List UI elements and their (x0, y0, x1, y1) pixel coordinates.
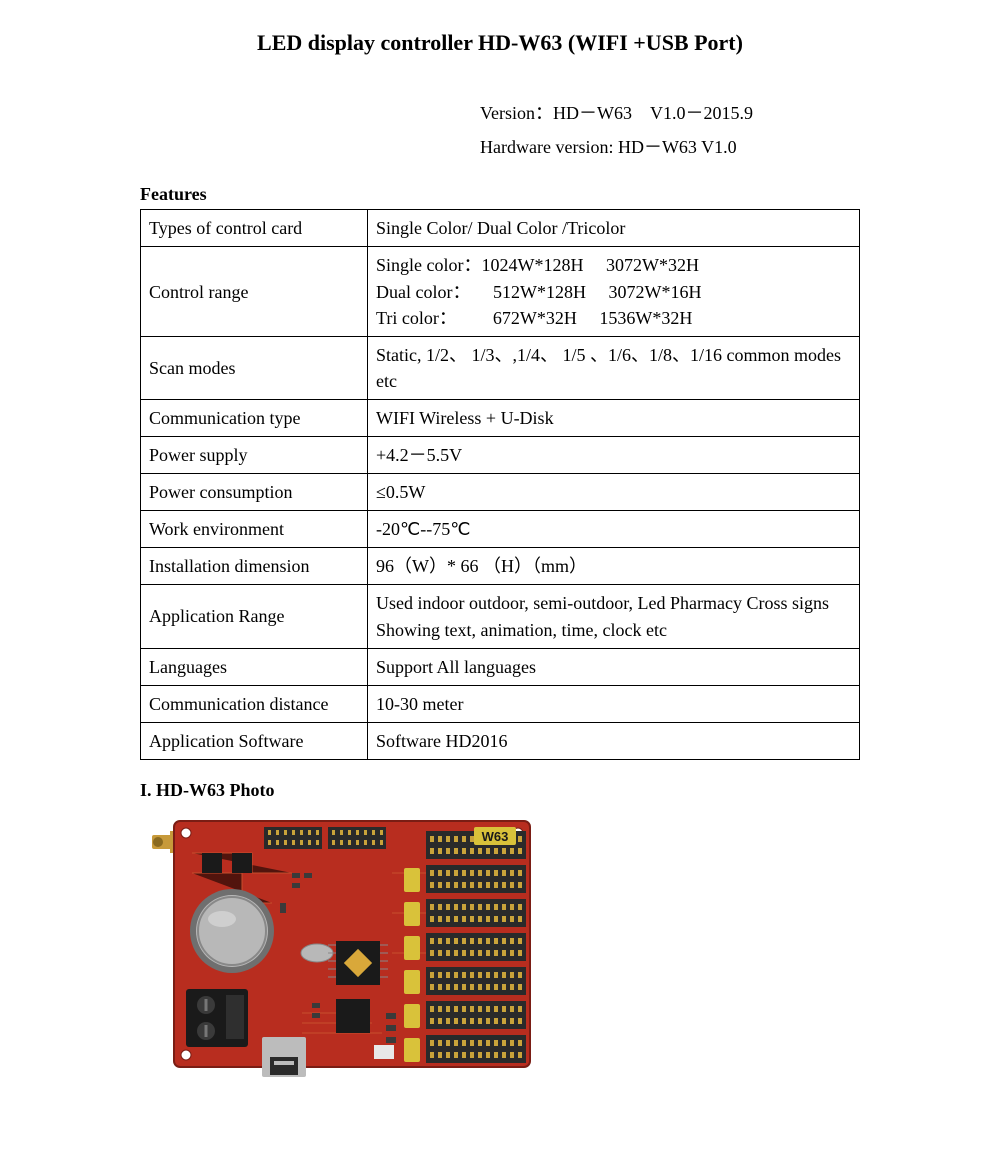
table-row: Application RangeUsed indoor outdoor, se… (141, 585, 860, 648)
feature-label: Communication distance (141, 685, 368, 722)
table-row: Communication typeWIFI Wireless + U-Disk (141, 399, 860, 436)
table-row: Scan modesStatic, 1/2、 1/3、,1/4、 1/5 、1/… (141, 336, 860, 399)
feature-label: Application Software (141, 722, 368, 759)
feature-label: Types of control card (141, 210, 368, 247)
feature-value: Single Color/ Dual Color /Tricolor (368, 210, 860, 247)
feature-label: Communication type (141, 399, 368, 436)
features-heading: Features (140, 184, 860, 205)
svg-text:W63: W63 (482, 829, 509, 844)
pcb-board-icon: W63 (152, 813, 542, 1083)
feature-label: Power supply (141, 437, 368, 474)
version-line: Version：HD－W63 V1.0－2015.9 (480, 96, 860, 130)
feature-value: +4.2－5.5V (368, 437, 860, 474)
table-row: Application SoftwareSoftware HD2016 (141, 722, 860, 759)
feature-label: Languages (141, 648, 368, 685)
feature-label: Control range (141, 247, 368, 336)
feature-label: Installation dimension (141, 548, 368, 585)
table-row: Control rangeSingle color：1024W*128H 307… (141, 247, 860, 336)
feature-label: Application Range (141, 585, 368, 648)
page-title: LED display controller HD-W63 (WIFI +USB… (140, 30, 860, 56)
table-row: Power supply+4.2－5.5V (141, 437, 860, 474)
table-row: Types of control cardSingle Color/ Dual … (141, 210, 860, 247)
table-row: Communication distance10-30 meter (141, 685, 860, 722)
feature-value: Used indoor outdoor, semi-outdoor, Led P… (368, 585, 860, 648)
feature-value: Support All languages (368, 648, 860, 685)
table-row: Installation dimension96（W）* 66 （H）（mm） (141, 548, 860, 585)
feature-value: -20℃--75℃ (368, 511, 860, 548)
feature-value: 10-30 meter (368, 685, 860, 722)
feature-label: Scan modes (141, 336, 368, 399)
version-block: Version：HD－W63 V1.0－2015.9 Hardware vers… (480, 96, 860, 164)
features-table: Types of control cardSingle Color/ Dual … (140, 209, 860, 760)
table-row: LanguagesSupport All languages (141, 648, 860, 685)
feature-value: Static, 1/2、 1/3、,1/4、 1/5 、1/6、1/8、1/16… (368, 336, 860, 399)
feature-label: Work environment (141, 511, 368, 548)
feature-value: Software HD2016 (368, 722, 860, 759)
hardware-version-line: Hardware version: HD－W63 V1.0 (480, 130, 860, 164)
feature-value: 96（W）* 66 （H）（mm） (368, 548, 860, 585)
table-row: Power consumption≤0.5W (141, 474, 860, 511)
product-photo: W63 (152, 813, 860, 1083)
feature-value: ≤0.5W (368, 474, 860, 511)
table-row: Work environment-20℃--75℃ (141, 511, 860, 548)
feature-value: WIFI Wireless + U-Disk (368, 399, 860, 436)
photo-heading: I. HD-W63 Photo (140, 780, 860, 801)
feature-label: Power consumption (141, 474, 368, 511)
feature-value: Single color：1024W*128H 3072W*32HDual co… (368, 247, 860, 336)
